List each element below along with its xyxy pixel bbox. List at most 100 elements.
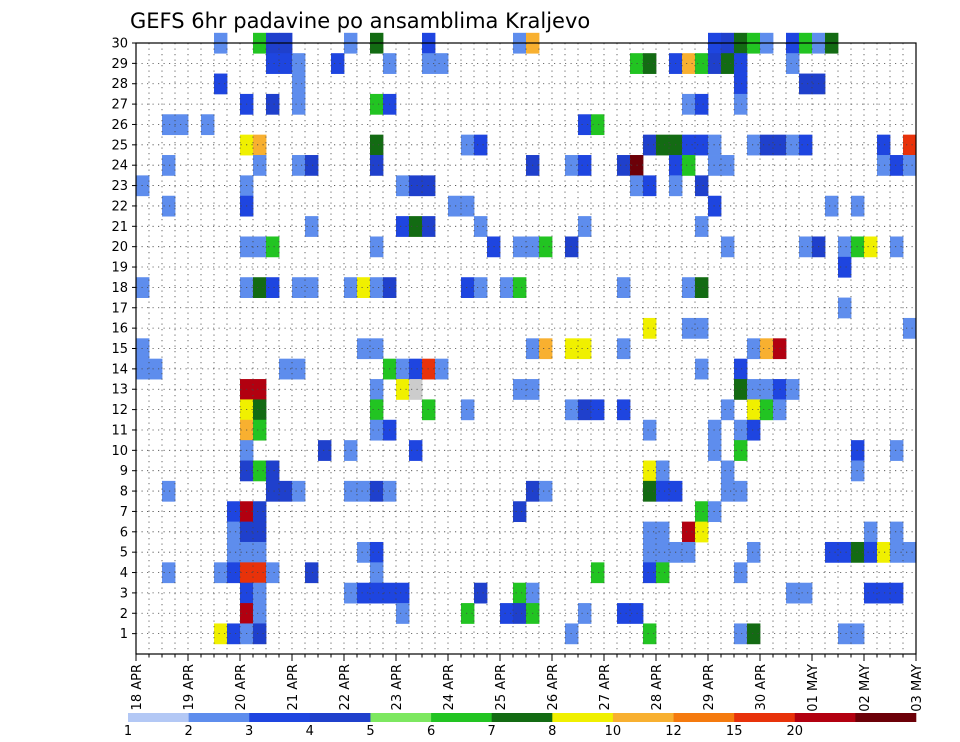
precip-cell [539, 338, 553, 360]
precip-cell [435, 53, 449, 74]
precip-cell [370, 419, 384, 441]
colorbar-swatch [794, 713, 856, 722]
precip-cell [253, 399, 267, 421]
precip-cell [357, 277, 371, 298]
precip-cell [734, 440, 748, 461]
x-tick-label: 25 APR [494, 664, 509, 710]
precip-cell [162, 155, 176, 176]
precip-cell [253, 603, 267, 624]
precip-cell [747, 541, 761, 563]
y-tick-label: 19 [111, 261, 128, 276]
precip-cell [721, 399, 735, 421]
precip-cell [253, 379, 267, 400]
precip-cell [591, 399, 605, 421]
precip-cell [695, 134, 709, 156]
precip-cell [864, 521, 878, 543]
colorbar-label: 15 [726, 724, 743, 739]
precip-cell [786, 134, 800, 156]
precip-cell [149, 358, 163, 380]
precip-cell [253, 277, 267, 298]
precip-cell [903, 541, 917, 563]
precip-cell [643, 317, 657, 339]
colorbar-label: 8 [548, 724, 556, 739]
precip-cell [214, 623, 228, 645]
precip-cell [474, 582, 488, 604]
precip-cell [513, 379, 527, 400]
precip-cell [292, 93, 306, 115]
y-tick-label: 1 [120, 627, 128, 642]
precip-cell [643, 134, 657, 156]
precip-cell [903, 134, 917, 156]
precip-cell [409, 440, 423, 461]
precip-cell [305, 155, 319, 176]
y-tick-label: 8 [120, 485, 128, 500]
colorbar-swatch [309, 713, 371, 722]
y-tick-label: 24 [111, 159, 128, 174]
y-tick-label: 15 [111, 342, 128, 357]
precip-cell [643, 480, 657, 502]
precip-cell [578, 155, 592, 176]
precip-cell [305, 216, 319, 237]
colorbar-label: 5 [366, 724, 374, 739]
precip-cell [461, 195, 475, 217]
precip-cell [370, 277, 384, 298]
precip-cell [643, 623, 657, 645]
y-tick-label: 27 [111, 98, 128, 113]
precip-cell [318, 440, 332, 461]
precip-cell [266, 277, 280, 298]
precip-cell [682, 134, 696, 156]
colorbar-label: 3 [245, 724, 253, 739]
precip-cell [825, 195, 839, 217]
precip-cell [578, 399, 592, 421]
y-tick-label: 2 [120, 607, 128, 622]
precip-cell [656, 460, 670, 482]
precip-cell [617, 338, 631, 360]
precip-cell [292, 358, 306, 380]
precip-cell [617, 277, 631, 298]
precip-cell [695, 93, 709, 115]
y-tick-label: 6 [120, 525, 128, 540]
y-tick-label: 30 [111, 37, 128, 52]
colorbar-swatch [552, 713, 614, 722]
precip-cell [370, 562, 384, 584]
precip-cell [253, 501, 267, 523]
y-tick-label: 28 [111, 77, 128, 92]
x-tick-label: 30 APR [754, 664, 769, 710]
precip-cell [266, 93, 280, 115]
precip-cell [370, 93, 384, 115]
precip-cell [292, 73, 306, 95]
precip-cell [253, 623, 267, 645]
precip-cell [357, 541, 371, 563]
precip-cell [890, 440, 904, 461]
precip-cell [253, 419, 267, 441]
precip-cell [292, 480, 306, 502]
precip-cell [734, 73, 748, 95]
x-tick-label: 26 APR [546, 664, 561, 710]
precip-cell [721, 236, 735, 258]
y-tick-label: 29 [111, 57, 128, 72]
x-tick-label: 03 MAY [910, 664, 925, 712]
precip-cell [357, 338, 371, 360]
precip-cell [253, 155, 267, 176]
colorbar-label: 1 [124, 724, 132, 739]
precip-cell [539, 236, 553, 258]
precip-cell [253, 541, 267, 563]
precip-cell [890, 236, 904, 258]
colorbar-swatch [370, 713, 432, 722]
precip-cell [656, 521, 670, 543]
precip-cell [643, 541, 657, 563]
precip-cell [474, 216, 488, 237]
x-tick-label: 27 APR [598, 664, 613, 710]
precip-cell [747, 419, 761, 441]
precip-cell [643, 53, 657, 74]
precip-cell [682, 521, 696, 543]
y-tick-label: 25 [111, 138, 128, 153]
colorbar: 1 2 3 4 5 6 7 8 10 12 15 20 [124, 713, 917, 739]
precip-cell [539, 480, 553, 502]
precip-cell [409, 216, 423, 237]
precip-cell [253, 521, 267, 543]
colorbar-label: 20 [787, 724, 804, 739]
precip-cell [695, 277, 709, 298]
precip-cell [292, 155, 306, 176]
